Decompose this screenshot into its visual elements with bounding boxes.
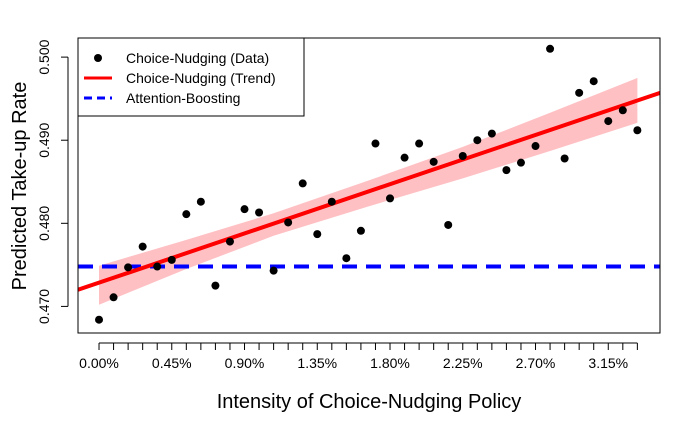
data-point xyxy=(327,197,336,206)
data-point xyxy=(225,237,234,246)
data-point xyxy=(633,126,642,135)
data-point xyxy=(575,88,584,97)
data-point xyxy=(255,208,264,217)
data-point xyxy=(298,179,307,188)
data-point xyxy=(240,205,249,214)
y-axis-title: Predicted Take-up Rate xyxy=(9,82,31,291)
legend-label-trend: Choice-Nudging (Trend) xyxy=(126,70,276,86)
x-tick-label: 3.15% xyxy=(588,355,628,371)
x-tick-label: 0.45% xyxy=(152,355,192,371)
data-point xyxy=(516,158,525,167)
x-axis: 0.00% 0.45% 0.90% 1.35% 1.80% 2.25% 2.70% 3.15% xyxy=(79,342,638,371)
data-point xyxy=(284,218,293,227)
legend-data-point-icon xyxy=(94,54,102,62)
data-point xyxy=(386,194,395,203)
data-point xyxy=(95,315,104,324)
data-point xyxy=(429,157,438,166)
data-points-layer xyxy=(95,44,642,324)
data-point xyxy=(356,226,365,235)
x-tick-label: 1.80% xyxy=(370,355,410,371)
data-point xyxy=(502,166,511,175)
x-tick-label: 1.35% xyxy=(297,355,337,371)
y-axis: 0.470 0.480 0.490 0.500 xyxy=(36,39,69,324)
data-point xyxy=(124,263,133,272)
trend-line-layer xyxy=(78,90,660,292)
data-point xyxy=(109,293,118,302)
data-point xyxy=(153,262,162,271)
y-tick-label: 0.480 xyxy=(36,206,52,241)
data-point xyxy=(211,281,220,290)
data-point xyxy=(473,136,482,145)
trend-line xyxy=(78,90,660,292)
data-point xyxy=(589,77,598,86)
data-point xyxy=(458,152,467,160)
data-point xyxy=(604,117,613,126)
data-point xyxy=(269,266,278,275)
data-point xyxy=(618,106,627,115)
data-point xyxy=(313,230,322,239)
data-point xyxy=(371,139,380,148)
x-tick-label: 0.90% xyxy=(225,355,265,371)
data-point xyxy=(444,220,453,229)
data-point xyxy=(182,210,191,219)
legend-label-attention: Attention-Boosting xyxy=(126,90,240,106)
x-axis-title: Intensity of Choice-Nudging Policy xyxy=(217,391,522,413)
legend-label-data: Choice-Nudging (Data) xyxy=(126,50,269,66)
y-tick-label: 0.470 xyxy=(36,289,52,324)
data-point xyxy=(138,242,147,251)
legend-box xyxy=(77,37,305,117)
data-point xyxy=(531,142,540,151)
plot-frame xyxy=(77,37,661,334)
data-point xyxy=(167,255,176,264)
y-tick-label: 0.490 xyxy=(36,122,52,157)
data-point xyxy=(342,254,351,263)
data-point xyxy=(415,139,424,148)
data-point xyxy=(487,129,496,138)
legend: Choice-Nudging (Data) Choice-Nudging (Tr… xyxy=(77,37,305,117)
x-tick-label: 2.70% xyxy=(516,355,556,371)
data-point xyxy=(560,154,569,163)
data-point xyxy=(546,44,555,53)
data-point xyxy=(400,153,409,162)
data-point xyxy=(196,197,205,206)
y-tick-label: 0.500 xyxy=(36,39,52,74)
x-tick-label: 2.25% xyxy=(443,355,483,371)
x-tick-label: 0.00% xyxy=(79,355,119,371)
